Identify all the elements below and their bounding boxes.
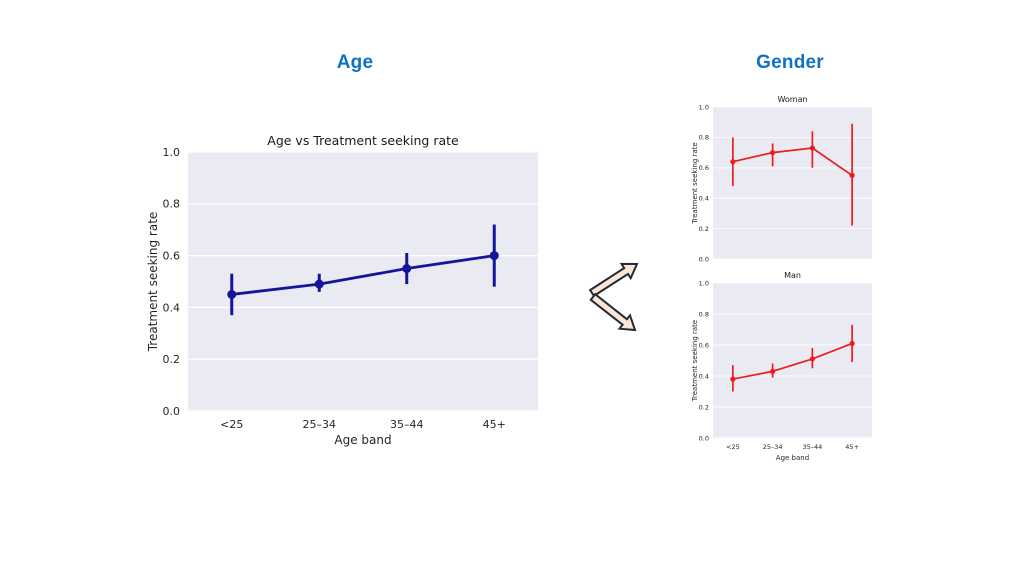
gender-man-chart: 0.0 0.2 0.4 0.6 0.8 1.0 <25 25–34 35–44 45+ Age ba… [691,271,872,462]
y-axis-label: Treatment seeking rate [691,320,699,402]
svg-text:0.8: 0.8 [699,310,709,318]
arrow-up-right-icon [588,262,639,298]
age-vs-treatment-chart: 0.0 0.2 0.4 0.6 0.8 1.0 <25 25–34 35–44 45+ Age ba… [146,133,538,447]
plot-area [188,152,538,411]
svg-text:<25: <25 [726,443,740,451]
svg-text:45+: 45+ [483,418,506,431]
series-line [732,147,853,177]
plot-area [713,283,872,438]
svg-text:1.0: 1.0 [699,103,709,111]
series-markers [730,145,855,178]
gender-woman-chart: 0.0 0.2 0.4 0.6 0.8 1.0 Woman Treatment seeking… [691,95,872,263]
y-tick-labels: 0.0 0.2 0.4 0.6 0.8 1.0 [163,146,181,418]
svg-text:0.2: 0.2 [699,403,709,411]
gridlines [713,106,872,260]
svg-text:<25: <25 [220,418,243,431]
x-axis-label: Age band [776,454,809,462]
y-axis-label: Treatment seeking rate [691,142,699,224]
series-markers [227,251,499,299]
chart-title: Age vs Treatment seeking rate [267,133,459,148]
svg-text:25–34: 25–34 [763,443,783,451]
svg-text:0.6: 0.6 [163,249,181,262]
svg-text:0.8: 0.8 [163,198,181,211]
svg-text:35–44: 35–44 [390,418,424,431]
y-tick-labels: 0.0 0.2 0.4 0.6 0.8 1.0 [699,103,709,263]
chart-title: Woman [777,95,807,104]
svg-text:0.0: 0.0 [163,405,181,418]
svg-text:35–44: 35–44 [802,443,822,451]
svg-text:0.0: 0.0 [699,255,709,263]
svg-text:0.6: 0.6 [699,164,709,172]
svg-text:1.0: 1.0 [699,279,709,287]
svg-text:0.0: 0.0 [699,434,709,442]
svg-text:0.2: 0.2 [163,353,181,366]
series-markers [730,340,855,382]
gridlines [188,151,538,412]
svg-text:0.8: 0.8 [699,134,709,142]
y-tick-labels: 0.0 0.2 0.4 0.6 0.8 1.0 [699,279,709,442]
arrow-down-right-icon [589,292,637,332]
plot-area [713,107,872,259]
age-section-heading: Age [336,52,374,73]
svg-text:1.0: 1.0 [163,146,181,159]
x-tick-labels: <25 25–34 35–44 45+ [220,418,506,431]
series-line [231,254,495,296]
svg-text:0.6: 0.6 [699,341,709,349]
gender-section-heading: Gender [756,52,824,73]
branch-arrows [588,262,639,332]
svg-text:0.4: 0.4 [699,194,709,202]
svg-text:0.4: 0.4 [699,372,709,380]
chart-title: Man [784,271,801,280]
x-axis-label: Age band [334,433,391,447]
gridlines [713,282,872,439]
svg-text:45+: 45+ [845,443,859,451]
svg-text:0.2: 0.2 [699,225,709,233]
y-axis-label: Treatment seeking rate [146,212,160,353]
svg-text:25–34: 25–34 [303,418,337,431]
svg-text:0.4: 0.4 [163,301,181,314]
x-tick-labels: <25 25–34 35–44 45+ [726,443,859,451]
series-line [732,342,853,380]
